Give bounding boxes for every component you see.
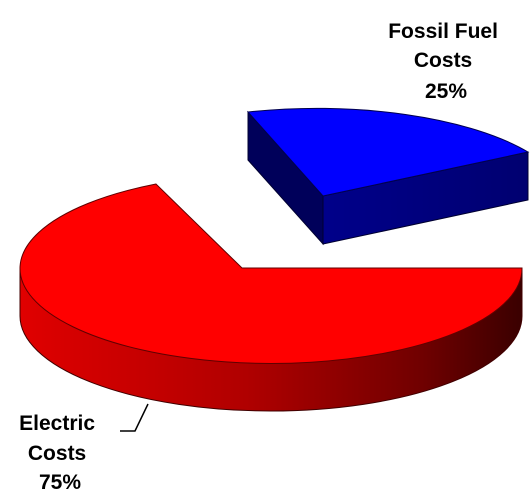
electric-leader-line (120, 403, 149, 432)
electric-label-line2: Costs (28, 442, 86, 465)
fossil-fuel-label-line2: Costs (414, 49, 472, 72)
fossil-fuel-percent: 25% (425, 80, 467, 103)
electric-label-line1: Electric (19, 412, 95, 435)
slice-fossil-fuel-costs-top (246, 107, 530, 197)
fossil-fuel-label-line1: Fossil Fuel (388, 20, 498, 43)
electric-label: Electric Costs 75% (19, 412, 101, 494)
slice-electric-costs-top (19, 183, 523, 364)
slice-electric-costs (19, 183, 523, 412)
electric-percent: 75% (39, 471, 81, 494)
slice-fossil-fuel-costs (246, 107, 530, 246)
fossil-fuel-label: Fossil Fuel Costs 25% (388, 20, 504, 103)
